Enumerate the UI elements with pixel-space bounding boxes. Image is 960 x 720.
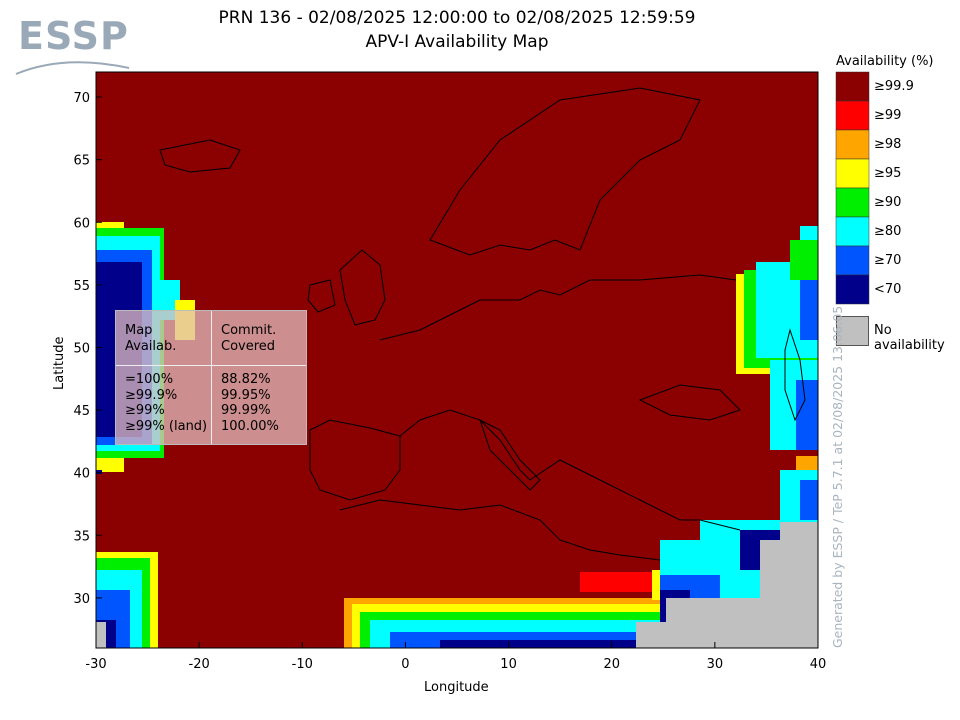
x-tick-label: -10 (292, 657, 313, 672)
info-header-right: Commit. Covered (221, 323, 277, 354)
y-tick-label: 60 (73, 216, 90, 231)
info-rows-left: =100% ≥99.9% ≥99% ≥99% (land) (125, 372, 208, 434)
y-tick-label: 70 (73, 91, 90, 106)
legend-label: ≥70 (874, 253, 902, 268)
no-availability-swatch (836, 316, 869, 346)
y-tick-label: 65 (73, 154, 90, 169)
x-tick-label: 20 (603, 657, 620, 672)
legend-label: ≥99.9 (874, 79, 914, 94)
y-tick-label: 55 (73, 279, 90, 294)
y-tick-label: 45 (73, 404, 90, 419)
legend-label: ≥98 (874, 137, 902, 152)
logo-swoosh (15, 61, 130, 75)
coastline-caspian (784, 328, 806, 422)
coastlines (159, 87, 806, 561)
essp-logo: ESSP (14, 10, 134, 80)
x-tick-label: -20 (189, 657, 210, 672)
y-tick-label: 50 (73, 341, 90, 356)
legend-label: <70 (874, 282, 902, 297)
no-availability-label: No availability (874, 323, 945, 353)
info-rows-right: 88.82% 99.95% 99.99% 100.00% (221, 372, 279, 434)
coastline-iberia (309, 419, 401, 501)
coastline-north-africa (339, 499, 661, 561)
legend-swatch (835, 245, 870, 276)
x-axis-label: Longitude (424, 680, 489, 695)
plot-frame (95, 71, 819, 649)
legend-label: ≥80 (874, 224, 902, 239)
legend-swatch (835, 158, 870, 189)
y-tick-label: 40 (73, 467, 90, 482)
y-tick-label: 30 (73, 592, 90, 607)
x-axis: -30 -20 -10 0 10 20 30 40 (85, 642, 826, 672)
legend-swatch (835, 100, 870, 131)
info-header-left: Map Availab. (125, 323, 177, 354)
legend-colorbar (835, 71, 870, 305)
coastline-britain (339, 249, 386, 326)
legend-swatch (835, 274, 870, 305)
coastline-continental (379, 274, 741, 531)
map-title: PRN 136 - 02/08/2025 12:00:00 to 02/08/2… (218, 8, 696, 28)
x-tick-label: 40 (810, 657, 827, 672)
y-tick-label: 35 (73, 529, 90, 544)
legend-swatch (835, 71, 870, 102)
legend-swatch (835, 216, 870, 247)
coastline-ireland (307, 279, 336, 313)
x-tick-label: 30 (707, 657, 724, 672)
coastline-iceland (159, 139, 241, 173)
coastline-italy (479, 419, 541, 491)
map-plot-area (96, 72, 818, 648)
coastline-scandinavia (429, 87, 701, 256)
south-degradation-zone (344, 540, 818, 648)
legend-swatch (835, 187, 870, 218)
y-axis-label: Latitude (52, 336, 67, 390)
legend-label: ≥99 (874, 108, 902, 123)
coastline-black-sea (638, 384, 741, 421)
map-subtitle: APV-I Availability Map (365, 32, 549, 52)
east-degradation-zone (700, 226, 818, 648)
logo-text: ESSP (18, 14, 129, 58)
x-tick-label: -30 (85, 657, 106, 672)
generated-watermark: Generated by ESSP / TeP 5.7.1 at 02/08/2… (830, 305, 845, 648)
legend-swatch (835, 129, 870, 160)
x-tick-label: 10 (500, 657, 517, 672)
legend-label: ≥90 (874, 195, 902, 210)
southwest-degradation-zone (96, 552, 158, 648)
legend-title: Availability (%) (836, 54, 934, 69)
availability-info-table: Map Availab. Commit. Covered =100% ≥99.9… (115, 310, 307, 445)
legend-label: ≥95 (874, 166, 902, 181)
y-axis: 30 35 40 45 50 55 60 65 70 (73, 91, 102, 607)
x-tick-label: 0 (401, 657, 409, 672)
